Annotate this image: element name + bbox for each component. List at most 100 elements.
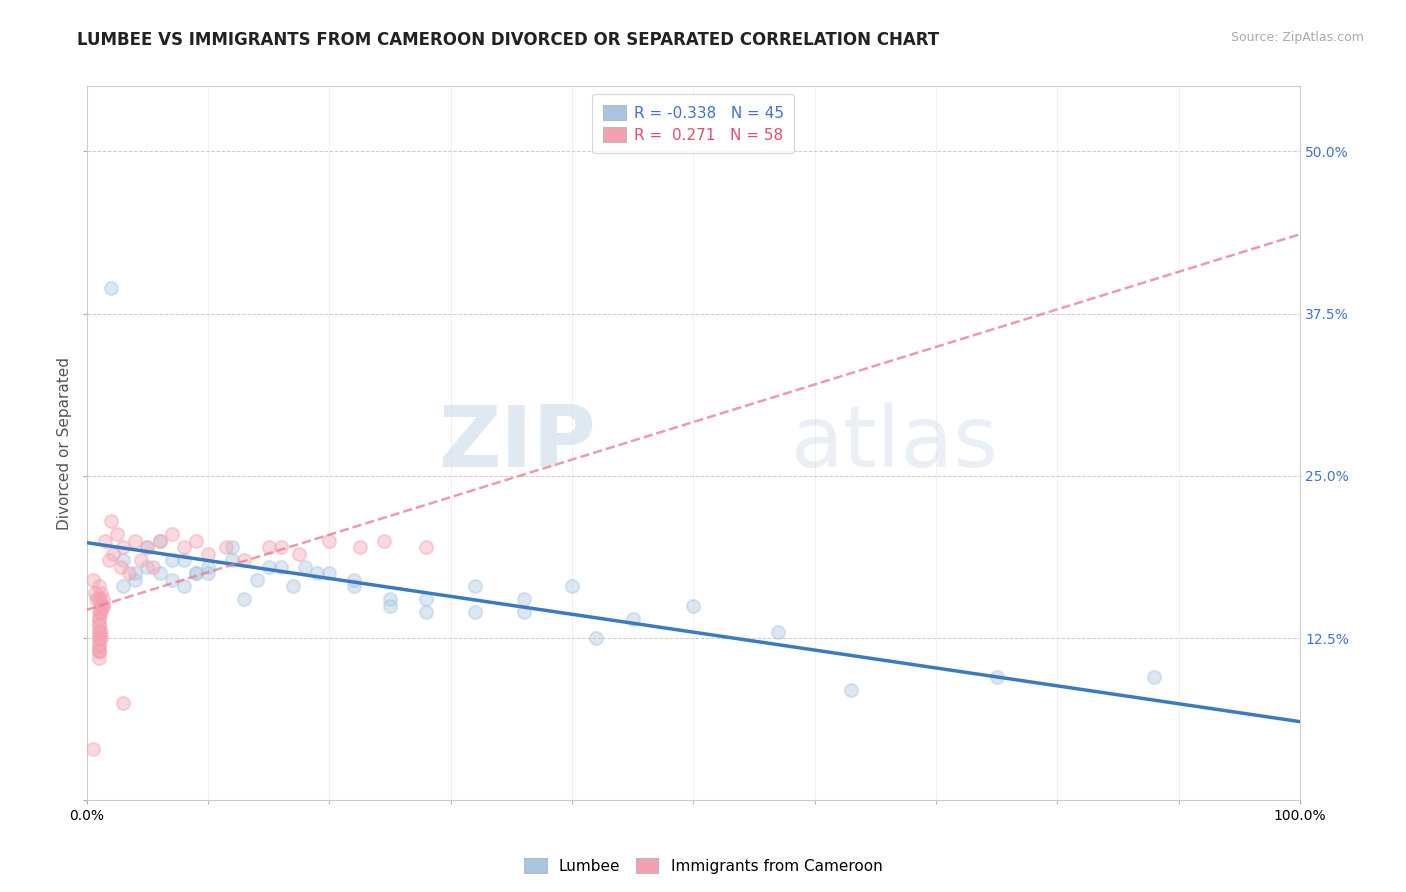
Point xyxy=(184,566,207,581)
Point xyxy=(118,566,141,581)
Point xyxy=(124,533,146,548)
Point xyxy=(97,553,120,567)
Point xyxy=(124,573,146,587)
Point xyxy=(160,573,183,587)
Point xyxy=(221,541,243,555)
Point xyxy=(91,599,114,613)
Point xyxy=(288,547,311,561)
Point xyxy=(87,638,110,652)
Point xyxy=(464,579,486,593)
Point xyxy=(112,553,135,567)
Point xyxy=(90,624,112,639)
Point xyxy=(87,618,110,632)
Text: Source: ZipAtlas.com: Source: ZipAtlas.com xyxy=(1230,31,1364,45)
Point xyxy=(87,579,110,593)
Point xyxy=(112,579,135,593)
Point xyxy=(87,605,110,619)
Point xyxy=(378,592,401,607)
Point xyxy=(87,592,110,607)
Point xyxy=(184,566,207,581)
Point xyxy=(257,559,280,574)
Point xyxy=(87,612,110,626)
Point xyxy=(1143,670,1166,684)
Point xyxy=(197,559,219,574)
Point xyxy=(105,527,128,541)
Point xyxy=(87,638,110,652)
Point xyxy=(173,579,195,593)
Point xyxy=(84,585,107,599)
Point xyxy=(94,533,117,548)
Point xyxy=(142,559,165,574)
Point xyxy=(294,559,316,574)
Point xyxy=(343,579,366,593)
Point xyxy=(87,612,110,626)
Point xyxy=(100,514,122,528)
Legend: Lumbee, Immigrants from Cameroon: Lumbee, Immigrants from Cameroon xyxy=(517,852,889,880)
Point xyxy=(173,553,195,567)
Point xyxy=(87,592,110,607)
Point xyxy=(87,650,110,665)
Point xyxy=(87,644,110,658)
Point xyxy=(160,553,183,567)
Point xyxy=(90,631,112,645)
Point xyxy=(307,566,329,581)
Point xyxy=(148,533,170,548)
Point xyxy=(91,592,114,607)
Point xyxy=(112,541,135,555)
Point xyxy=(136,559,159,574)
Point xyxy=(90,585,112,599)
Point xyxy=(233,592,256,607)
Point xyxy=(839,683,862,698)
Point xyxy=(124,566,146,581)
Point xyxy=(378,599,401,613)
Point xyxy=(160,527,183,541)
Point xyxy=(415,541,437,555)
Point xyxy=(512,592,534,607)
Point xyxy=(87,618,110,632)
Point xyxy=(682,599,704,613)
Point xyxy=(87,631,110,645)
Point xyxy=(349,541,371,555)
Point xyxy=(415,605,437,619)
Point xyxy=(246,573,269,587)
Point xyxy=(270,559,292,574)
Text: atlas: atlas xyxy=(790,402,998,485)
Point xyxy=(585,631,607,645)
Point xyxy=(136,541,159,555)
Point xyxy=(233,553,256,567)
Point xyxy=(131,553,153,567)
Point xyxy=(173,541,195,555)
Point xyxy=(89,605,111,619)
Point xyxy=(318,566,340,581)
Point xyxy=(464,605,486,619)
Point xyxy=(197,547,219,561)
Point xyxy=(87,631,110,645)
Legend: R = -0.338   N = 45, R =  0.271   N = 58: R = -0.338 N = 45, R = 0.271 N = 58 xyxy=(592,94,794,153)
Point xyxy=(373,533,395,548)
Point xyxy=(82,741,104,756)
Text: ZIP: ZIP xyxy=(439,402,596,485)
Point xyxy=(512,605,534,619)
Point xyxy=(112,696,135,710)
Point xyxy=(215,541,238,555)
Point xyxy=(90,599,112,613)
Point xyxy=(87,624,110,639)
Point xyxy=(221,553,243,567)
Point xyxy=(103,547,125,561)
Point xyxy=(136,541,159,555)
Point xyxy=(561,579,583,593)
Point xyxy=(110,559,132,574)
Point xyxy=(148,566,170,581)
Y-axis label: Divorced or Separated: Divorced or Separated xyxy=(58,357,72,530)
Point xyxy=(415,592,437,607)
Point xyxy=(87,624,110,639)
Point xyxy=(91,599,114,613)
Point xyxy=(87,644,110,658)
Point xyxy=(257,541,280,555)
Point xyxy=(90,605,112,619)
Point xyxy=(87,644,110,658)
Point xyxy=(86,592,108,607)
Point xyxy=(986,670,1008,684)
Point xyxy=(621,612,644,626)
Point xyxy=(318,533,340,548)
